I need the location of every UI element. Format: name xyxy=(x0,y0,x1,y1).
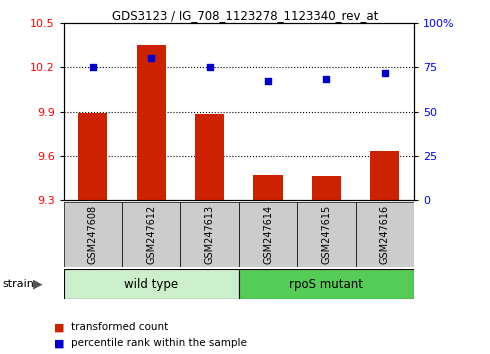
Text: GSM247612: GSM247612 xyxy=(147,205,156,264)
Text: GSM247616: GSM247616 xyxy=(380,205,390,264)
Text: ■: ■ xyxy=(54,322,64,332)
FancyBboxPatch shape xyxy=(64,269,239,299)
Text: GSM247608: GSM247608 xyxy=(88,205,98,264)
Text: GSM247614: GSM247614 xyxy=(263,205,273,264)
Bar xyxy=(312,176,341,200)
Text: ■: ■ xyxy=(54,338,64,348)
Bar xyxy=(370,151,399,200)
Bar xyxy=(137,45,166,200)
Text: transformed count: transformed count xyxy=(71,322,168,332)
FancyBboxPatch shape xyxy=(297,202,356,267)
Bar xyxy=(253,175,283,200)
FancyBboxPatch shape xyxy=(356,202,414,267)
FancyBboxPatch shape xyxy=(64,202,122,267)
Point xyxy=(264,79,272,84)
Bar xyxy=(195,114,224,200)
FancyBboxPatch shape xyxy=(239,269,414,299)
Point xyxy=(381,70,389,75)
Text: percentile rank within the sample: percentile rank within the sample xyxy=(71,338,247,348)
Text: GSM247613: GSM247613 xyxy=(205,205,215,264)
Bar xyxy=(78,113,107,200)
Text: ▶: ▶ xyxy=(33,278,43,291)
Text: GSM247615: GSM247615 xyxy=(321,205,331,264)
Point xyxy=(322,76,330,81)
Point xyxy=(147,56,155,61)
Point xyxy=(206,64,214,70)
Text: GDS3123 / IG_708_1123278_1123340_rev_at: GDS3123 / IG_708_1123278_1123340_rev_at xyxy=(112,9,378,22)
Text: strain: strain xyxy=(2,279,34,289)
Text: wild type: wild type xyxy=(124,278,178,291)
FancyBboxPatch shape xyxy=(239,202,297,267)
FancyBboxPatch shape xyxy=(122,202,180,267)
FancyBboxPatch shape xyxy=(180,202,239,267)
Point xyxy=(89,64,97,70)
Text: rpoS mutant: rpoS mutant xyxy=(290,278,364,291)
